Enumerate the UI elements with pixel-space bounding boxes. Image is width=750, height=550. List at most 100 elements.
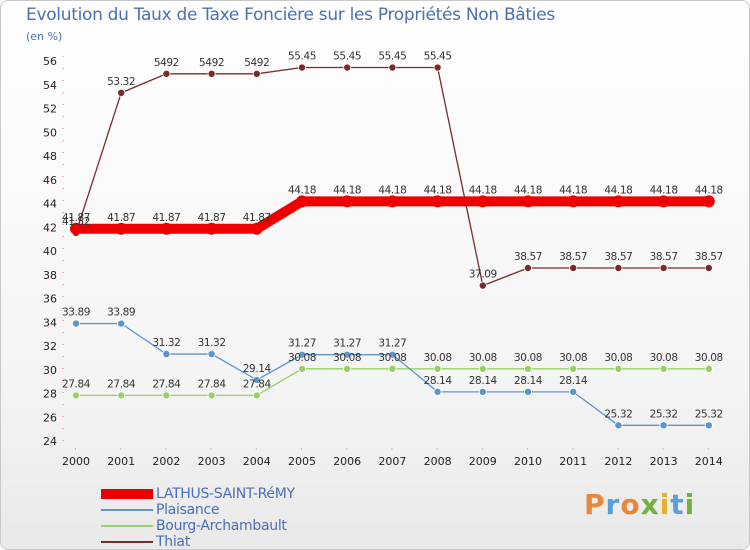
data-label: 27.84 <box>198 378 227 390</box>
data-label: 44.18 <box>288 184 316 196</box>
data-point <box>522 195 534 208</box>
data-point <box>162 350 171 359</box>
data-label: 38.57 <box>695 251 723 263</box>
data-label: 55.45 <box>288 51 316 63</box>
data-point <box>343 63 352 72</box>
data-label: 30.08 <box>333 352 361 364</box>
y-tick-label: 52 <box>43 103 57 116</box>
data-label: 28.14 <box>514 375 543 387</box>
data-point <box>659 364 668 373</box>
y-tick-label: 38 <box>43 269 57 282</box>
x-tick-label: 2004 <box>243 455 271 468</box>
data-point <box>569 387 578 396</box>
data-label: 41.87 <box>62 212 90 224</box>
data-label: 33.89 <box>107 307 135 319</box>
data-point <box>478 281 487 290</box>
x-tick-label: 2003 <box>198 455 226 468</box>
legend-label-1: Plaisance <box>156 502 220 518</box>
data-point <box>207 69 216 78</box>
data-label: 30.08 <box>559 352 587 364</box>
x-tick-label: 2000 <box>62 455 90 468</box>
data-label: 38.57 <box>604 251 632 263</box>
x-tick-label: 2008 <box>424 455 452 468</box>
data-point <box>614 263 623 272</box>
legend-swatch-1 <box>101 509 153 511</box>
x-tick-label: 2009 <box>469 455 497 468</box>
series-2 <box>72 364 713 400</box>
data-label: 55.45 <box>378 51 406 63</box>
data-point <box>524 364 533 373</box>
data-point <box>386 195 399 208</box>
data-label: 41.87 <box>152 212 180 224</box>
y-tick-label: 46 <box>43 174 57 187</box>
data-point <box>702 195 715 208</box>
data-label: 37.09 <box>469 269 497 281</box>
data-label: 41.87 <box>198 212 226 224</box>
data-point <box>117 319 126 328</box>
data-point <box>388 350 397 359</box>
data-label: 30.08 <box>378 352 406 364</box>
data-point <box>162 391 171 400</box>
data-point <box>207 350 216 359</box>
y-tick-label: 48 <box>43 150 57 163</box>
data-point <box>614 421 623 430</box>
data-point <box>117 391 126 400</box>
data-label: 30.08 <box>604 352 632 364</box>
y-tick-label: 28 <box>43 388 57 401</box>
y-tick-label: 34 <box>43 316 57 329</box>
data-label: 28.14 <box>469 375 498 387</box>
data-label: 30.08 <box>514 352 542 364</box>
data-label: 30.08 <box>650 352 678 364</box>
y-tick-label: 56 <box>43 55 57 68</box>
data-label: 31.32 <box>152 337 180 349</box>
data-point <box>704 364 713 373</box>
data-point <box>297 364 306 373</box>
data-label: 27.84 <box>243 378 272 390</box>
data-point <box>569 364 578 373</box>
data-point <box>388 364 397 373</box>
data-point <box>252 375 261 384</box>
x-tick-label: 2006 <box>333 455 361 468</box>
data-label: 28.14 <box>559 375 588 387</box>
data-point <box>567 195 580 208</box>
data-label: 28.14 <box>424 375 453 387</box>
data-label: 44.18 <box>469 184 497 196</box>
data-point <box>343 350 352 359</box>
x-tick-label: 2007 <box>378 455 406 468</box>
data-label: 5492 <box>154 57 179 69</box>
data-label: 30.08 <box>695 352 723 364</box>
data-point <box>72 319 81 328</box>
data-point <box>343 364 352 373</box>
data-label: 5492 <box>244 57 269 69</box>
y-tick-label: 44 <box>43 198 57 211</box>
legend-label-2: Bourg-Archambault <box>156 518 287 534</box>
proxiti-logo: Proxiti <box>584 488 696 521</box>
y-tick-label: 42 <box>43 221 57 234</box>
data-label: 38.57 <box>559 251 587 263</box>
data-point <box>160 222 173 235</box>
x-tick-label: 2010 <box>514 455 542 468</box>
data-label: 27.84 <box>107 378 136 390</box>
data-point <box>659 421 668 430</box>
series-layer <box>70 63 715 430</box>
data-point <box>431 195 444 208</box>
data-label: 53.32 <box>107 76 135 88</box>
y-tick-label: 26 <box>43 411 57 424</box>
data-label: 30.08 <box>424 352 452 364</box>
data-label: 31.27 <box>288 338 316 350</box>
data-label: 27.84 <box>62 378 91 390</box>
y-tick-label: 36 <box>43 293 57 306</box>
data-label: 31.27 <box>378 338 406 350</box>
data-label: 41.87 <box>107 212 135 224</box>
data-label: 44.18 <box>559 184 587 196</box>
data-label: 55.45 <box>424 51 452 63</box>
y-tick-label: 40 <box>43 245 57 258</box>
data-label: 44.18 <box>378 184 406 196</box>
data-point <box>569 263 578 272</box>
data-point <box>476 195 489 208</box>
x-tick-label: 2012 <box>604 455 632 468</box>
data-label: 44.18 <box>424 184 452 196</box>
data-point <box>524 263 533 272</box>
data-label: 44.18 <box>695 184 723 196</box>
legend-swatch-3 <box>101 541 153 543</box>
